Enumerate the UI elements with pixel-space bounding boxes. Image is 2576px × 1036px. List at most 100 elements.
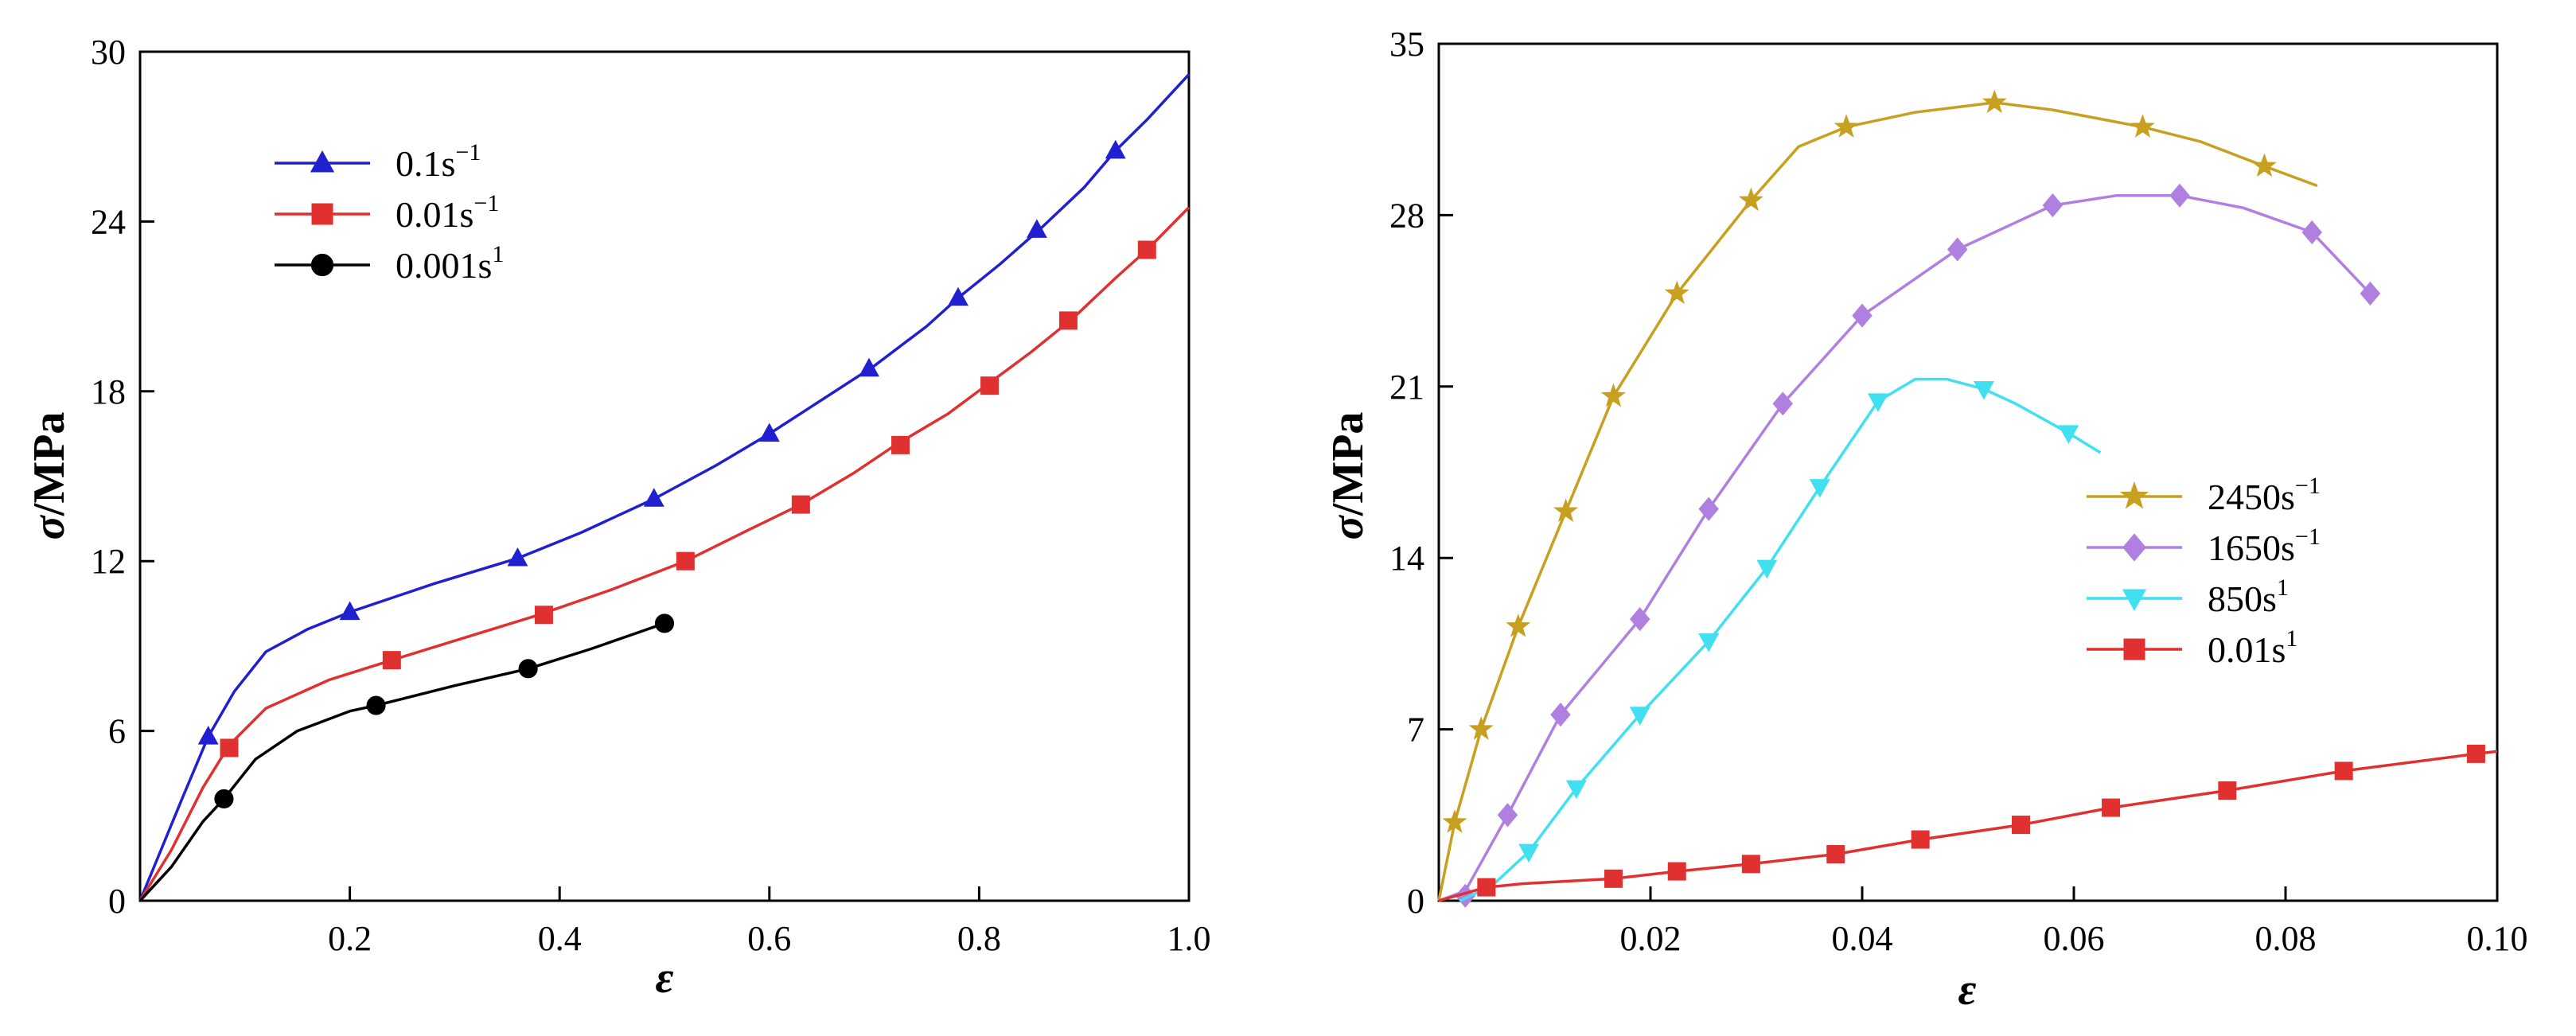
legend-label: 0.01s−1 [396,190,499,235]
data-point-marker [339,601,360,621]
legend-label-exponent: −1 [2295,473,2321,499]
data-point-marker [1442,809,1467,833]
series-3 [1438,744,2498,902]
y-tick-label: 12 [91,542,126,581]
data-point-marker [1058,311,1078,330]
data-point-marker [2130,114,2155,138]
series-line [138,206,1191,902]
plot-area-frame [1437,42,2499,902]
legend-label-exponent: −1 [474,190,499,216]
legend-label-base: 0.01s [396,194,474,235]
data-point-marker [507,547,528,567]
data-point-marker [1105,139,1126,159]
series-layer [1437,89,2498,908]
data-point-marker [1468,716,1494,740]
data-point-marker [2102,798,2121,817]
series-line [138,621,665,902]
data-point-marker [2042,193,2064,218]
data-point-marker [1698,497,1719,521]
legend-label: 0.001s1 [396,241,504,286]
y-tick-label: 24 [91,202,126,241]
legend: 0.1s−10.01s−10.001s1 [275,139,504,286]
y-axis-title: σ/MPa [1323,412,1373,540]
series-line [138,73,1191,902]
series-layer [138,73,1191,902]
legend-label-exponent: −1 [2295,524,2321,550]
legend-item: 2450s−1 [2087,473,2321,517]
series-2 [1459,377,2102,902]
y-tick-label: 30 [91,33,126,72]
y-tick-label: 18 [91,372,126,411]
legend-marker [310,253,334,277]
series-2 [138,613,675,902]
axis-ticks: 0 7 14 21 28 35 0.02 0.04 0.06 0.08 0.10 [1389,25,2528,958]
legend-item: 1650s−1 [2087,524,2321,568]
series-1 [138,206,1191,902]
legend-label-exponent: 1 [492,241,504,267]
data-point-marker [791,495,810,514]
y-tick-label: 6 [108,712,126,751]
data-point-marker [1550,703,1571,727]
x-tick-label: 0.06 [2044,919,2105,958]
series-line [1437,101,2318,902]
legend-label-base: 0.1s [396,143,455,184]
y-tick-label: 0 [108,882,126,921]
data-point-marker [1974,381,1994,400]
series-0 [1437,89,2318,902]
data-point-marker [197,726,219,745]
y-tick-label: 7 [1407,711,1424,750]
legend-item: 850s1 [2087,574,2289,619]
data-point-marker [2334,761,2353,781]
legend-label-exponent: −1 [455,139,481,166]
data-point-marker [1982,89,2007,114]
x-axis-title: ε [1958,965,1977,1015]
data-point-marker [1553,498,1579,522]
y-tick-label: 14 [1389,539,1424,578]
data-point-marker [2301,220,2323,245]
legend-label-exponent: 1 [2277,574,2289,601]
legend-label-base: 2450s [2208,477,2295,517]
data-point-marker [2360,281,2381,306]
x-tick-label: 0.02 [1620,919,1682,958]
data-point-marker [948,286,968,306]
data-point-marker [1826,845,1845,864]
data-point-marker [1565,780,1587,800]
y-tick-label: 21 [1389,368,1424,407]
data-point-marker [891,435,910,454]
legend-item: 0.1s−1 [275,139,481,184]
data-point-marker [1772,391,1794,416]
data-point-marker [2058,425,2079,444]
x-tick-label: 1.0 [1167,919,1211,958]
legend-label-base: 0.001s [396,245,492,286]
data-point-marker [366,695,386,715]
data-point-marker [534,606,553,625]
x-tick-label: 0.8 [957,919,1001,958]
data-point-marker [859,357,879,377]
data-point-marker [1738,187,1763,212]
y-tick-label: 35 [1389,25,1424,64]
data-point-marker [1911,830,1930,849]
data-point-marker [1629,707,1650,726]
data-point-marker [2012,816,2030,835]
x-tick-label: 0.04 [1832,919,1893,958]
data-point-marker [643,488,664,507]
legend-label: 0.01s1 [2208,625,2297,670]
legend-item: 0.01s1 [2087,625,2297,670]
legend-label: 850s1 [2208,574,2289,619]
data-point-marker [1809,479,1830,498]
legend-label-base: 1650s [2208,528,2295,568]
data-point-marker [1834,114,1859,138]
data-point-marker [2251,153,2277,177]
legend-marker [2119,481,2149,509]
y-axis-title-symbol: σ [1323,514,1373,539]
legend-item: 0.001s1 [275,241,504,286]
data-point-marker [2218,781,2237,800]
legend-label-base: 0.01s [2208,629,2286,670]
legend-marker [310,150,335,173]
x-tick-label: 0.10 [2467,919,2528,958]
data-point-marker [1664,280,1689,305]
y-axis-title-unit: /MPa [25,412,74,517]
